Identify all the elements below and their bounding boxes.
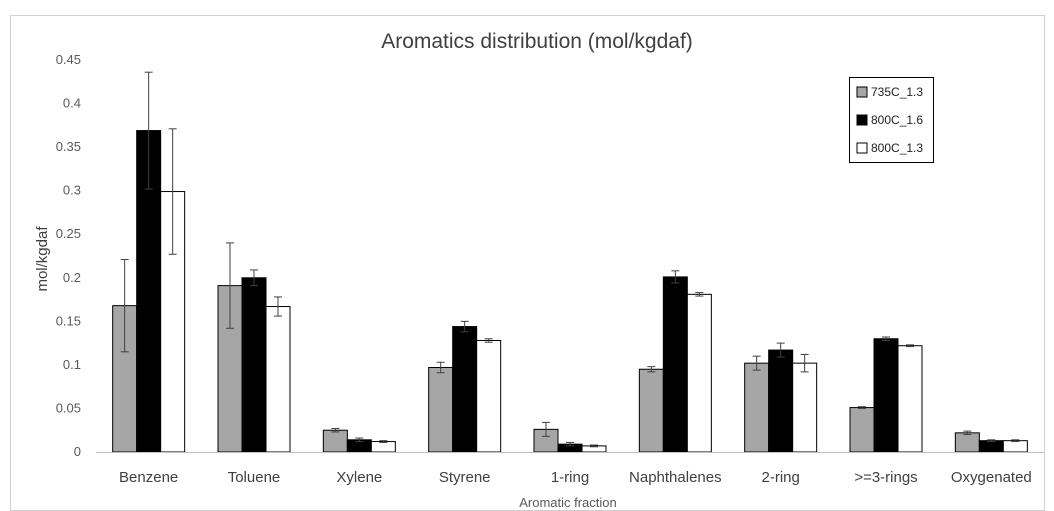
x-category-label: Toluene bbox=[228, 469, 281, 486]
error-bar bbox=[671, 270, 680, 284]
error-bar bbox=[379, 440, 388, 443]
legend-swatch bbox=[856, 142, 868, 154]
y-tick-label: 0.4 bbox=[63, 96, 81, 111]
chart-title: Aromatics distribution (mol/kgdaf) bbox=[381, 30, 693, 53]
plot-area bbox=[96, 71, 1044, 453]
bar-800c-1-6-6 bbox=[768, 349, 794, 453]
error-bar bbox=[963, 430, 972, 436]
error-bar bbox=[144, 71, 153, 190]
error-bar bbox=[436, 361, 445, 374]
legend-label: 735C_1.3 bbox=[871, 85, 923, 99]
bar-800c-1-3-8 bbox=[1002, 440, 1028, 453]
x-category-label: Oxygenated bbox=[951, 469, 1032, 486]
y-tick-label: 0 bbox=[74, 444, 81, 459]
bar-800c-1-3-2 bbox=[370, 441, 396, 453]
legend-label: 800C_1.3 bbox=[871, 141, 923, 155]
bar-735c-1-3-5 bbox=[638, 368, 664, 453]
error-bar bbox=[331, 427, 340, 433]
bar-735c-1-3-7 bbox=[849, 407, 875, 453]
y-tick-label: 0.2 bbox=[63, 270, 81, 285]
x-axis-title: Aromatic fraction bbox=[519, 495, 617, 510]
error-bar bbox=[882, 336, 890, 341]
bar-735c-1-3-6 bbox=[744, 362, 770, 453]
legend: 735C_1.3 800C_1.6 800C_1.3 bbox=[849, 77, 934, 163]
error-bar bbox=[1011, 439, 1020, 443]
error-bar bbox=[484, 338, 493, 343]
error-bar bbox=[120, 258, 129, 353]
x-category-label: Benzene bbox=[119, 469, 178, 486]
error-bar bbox=[858, 406, 866, 409]
error-bar bbox=[274, 296, 282, 317]
error-bar bbox=[800, 353, 809, 373]
error-bar bbox=[250, 269, 258, 287]
error-bar bbox=[695, 292, 704, 297]
bar-800c-1-3-3 bbox=[476, 339, 502, 453]
error-bar bbox=[776, 342, 785, 358]
bar-800c-1-6-1 bbox=[241, 277, 267, 453]
error-bar bbox=[647, 366, 656, 373]
y-tick-label: 0.1 bbox=[63, 357, 81, 372]
x-category-label: Styrene bbox=[439, 469, 491, 486]
error-bar bbox=[226, 242, 234, 329]
y-tick-label: 0.05 bbox=[56, 400, 81, 415]
legend-swatch bbox=[856, 114, 868, 126]
bar-735c-1-3-3 bbox=[428, 367, 454, 453]
legend-swatch bbox=[856, 86, 868, 98]
y-tick-label: 0.25 bbox=[56, 226, 81, 241]
y-axis: 0 0.05 0.1 0.15 0.2 0.25 0.3 0.35 0.4 0.45 bbox=[56, 52, 81, 459]
bar-800c-1-3-1 bbox=[265, 306, 291, 453]
bar-800c-1-6-5 bbox=[662, 276, 688, 453]
error-bar bbox=[542, 421, 550, 437]
bar-800c-1-6-8 bbox=[978, 440, 1004, 453]
error-bar bbox=[590, 444, 598, 448]
bar-735c-1-3-2 bbox=[322, 429, 348, 453]
bar-800c-1-3-7 bbox=[897, 345, 923, 453]
y-tick-label: 0.45 bbox=[56, 52, 81, 67]
y-tick-label: 0.3 bbox=[63, 183, 81, 198]
error-bar bbox=[460, 320, 469, 333]
error-bar bbox=[168, 128, 177, 255]
x-axis: Benzene Toluene Xylene Styrene 1-ring Naphtha… bbox=[119, 469, 1032, 486]
y-tick-label: 0.35 bbox=[56, 139, 81, 154]
x-category-label: Xylene bbox=[336, 469, 382, 486]
x-category-label: 1-ring bbox=[551, 469, 589, 486]
x-category-label: 2-ring bbox=[761, 469, 799, 486]
bar-800c-1-3-6 bbox=[792, 362, 818, 453]
x-category-label: Naphthalenes bbox=[629, 469, 722, 486]
x-category-label: >=3-rings bbox=[854, 469, 917, 486]
error-bar bbox=[566, 441, 574, 447]
legend-label: 800C_1.6 bbox=[871, 113, 923, 127]
y-axis-title: mol/kgdaf bbox=[34, 226, 51, 292]
error-bar bbox=[987, 439, 996, 443]
error-bar bbox=[906, 344, 914, 348]
y-tick-label: 0.15 bbox=[56, 313, 81, 328]
bar-735c-1-3-8 bbox=[954, 432, 980, 453]
error-bar bbox=[355, 437, 364, 443]
bar-800c-1-3-5 bbox=[686, 293, 712, 453]
error-bar bbox=[752, 355, 761, 371]
bar-800c-1-6-3 bbox=[452, 326, 478, 453]
bar-800c-1-6-7 bbox=[873, 338, 899, 453]
